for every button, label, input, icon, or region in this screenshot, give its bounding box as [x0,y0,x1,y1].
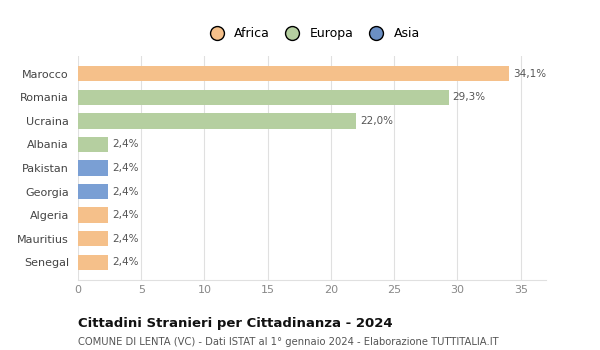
Text: 22,0%: 22,0% [360,116,393,126]
Legend: Africa, Europa, Asia: Africa, Europa, Asia [199,22,425,45]
Text: 2,4%: 2,4% [112,163,139,173]
Text: COMUNE DI LENTA (VC) - Dati ISTAT al 1° gennaio 2024 - Elaborazione TUTTITALIA.I: COMUNE DI LENTA (VC) - Dati ISTAT al 1° … [78,337,499,347]
Text: 2,4%: 2,4% [112,210,139,220]
Text: Cittadini Stranieri per Cittadinanza - 2024: Cittadini Stranieri per Cittadinanza - 2… [78,317,392,330]
Bar [78,254,109,270]
Bar [78,137,109,152]
Bar [78,66,509,82]
Text: 29,3%: 29,3% [452,92,485,102]
Bar [78,113,356,128]
Bar [78,208,109,223]
Text: 2,4%: 2,4% [112,257,139,267]
Bar [78,160,109,176]
Text: 2,4%: 2,4% [112,187,139,197]
Bar [78,231,109,246]
Text: 34,1%: 34,1% [513,69,546,79]
Text: 2,4%: 2,4% [112,139,139,149]
Bar [78,184,109,199]
Bar [78,90,449,105]
Text: 2,4%: 2,4% [112,234,139,244]
